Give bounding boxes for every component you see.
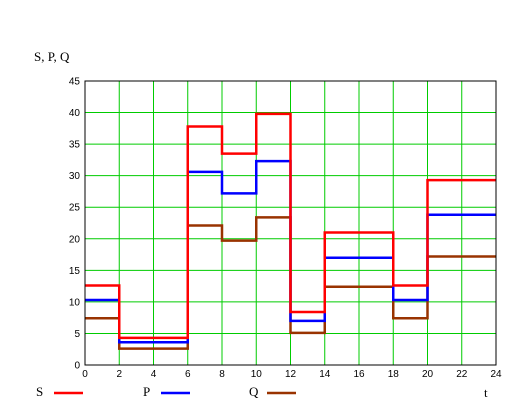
legend-label-s: S <box>36 384 43 399</box>
x-tick-label-4: 8 <box>219 369 225 380</box>
x-axis-label: t <box>484 385 488 400</box>
x-tick-label-0: 0 <box>82 369 88 380</box>
y-tick-label-1: 5 <box>74 329 80 340</box>
series-lines <box>85 112 496 350</box>
y-tick-label-0: 0 <box>74 361 80 372</box>
y-tick-label-9: 45 <box>69 77 81 88</box>
series-line-s <box>85 112 496 340</box>
legend-label-q: Q <box>249 384 259 399</box>
plot-frame <box>84 80 497 366</box>
x-tick-label-11: 22 <box>456 369 468 380</box>
legend-label-p: P <box>143 384 150 399</box>
y-tick-label-3: 15 <box>69 266 81 277</box>
x-tick-label-1: 2 <box>116 369 122 380</box>
y-tick-label-2: 10 <box>69 297 81 308</box>
series-line-p <box>85 159 496 344</box>
y-tick-label-7: 35 <box>69 140 81 151</box>
y-tick-label-5: 25 <box>69 203 81 214</box>
x-tick-label-6: 12 <box>285 369 297 380</box>
x-tick-label-12: 24 <box>490 369 502 380</box>
y-tick-label-4: 20 <box>69 234 81 245</box>
series-line-q <box>85 216 496 350</box>
x-tick-label-7: 14 <box>319 369 331 380</box>
x-tick-labels: 0 2 4 6 8 10 12 14 16 18 20 22 24 <box>82 369 502 380</box>
y-tick-labels: 0 5 10 15 20 25 30 35 40 45 <box>69 77 81 372</box>
x-tick-label-10: 20 <box>422 369 434 380</box>
y-tick-label-8: 40 <box>69 108 81 119</box>
x-tick-label-3: 6 <box>185 369 191 380</box>
y-axis-label: S, P, Q <box>34 49 70 64</box>
x-tick-label-5: 10 <box>251 369 263 380</box>
x-tick-label-8: 16 <box>353 369 365 380</box>
y-tick-label-6: 30 <box>69 171 81 182</box>
x-tick-label-9: 18 <box>388 369 400 380</box>
x-tick-label-2: 4 <box>151 369 157 380</box>
